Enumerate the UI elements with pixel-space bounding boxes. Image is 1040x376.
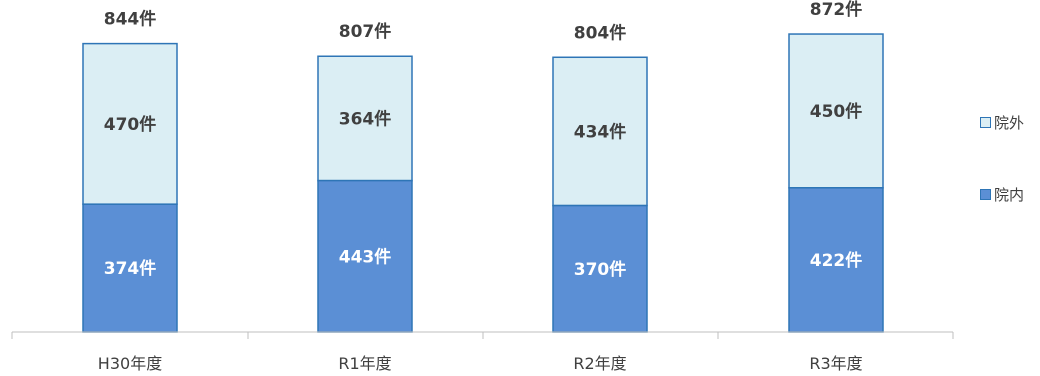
legend-swatch-inner bbox=[980, 189, 991, 200]
x-tick-label: R1年度 bbox=[338, 354, 391, 373]
legend-swatch-outer bbox=[980, 117, 991, 128]
data-label-outer: 364件 bbox=[339, 108, 392, 129]
x-tick-label: R3年度 bbox=[809, 354, 862, 373]
data-label-inner: 422件 bbox=[810, 250, 863, 271]
legend-label-inner: 院内 bbox=[994, 186, 1025, 204]
data-label-inner: 443件 bbox=[339, 246, 392, 267]
bar-segment-inner bbox=[82, 203, 178, 333]
legend-label-outer: 院外 bbox=[994, 114, 1025, 132]
data-label-outer: 450件 bbox=[810, 101, 863, 122]
bar-segment-outer bbox=[82, 42, 178, 205]
data-label-inner: 374件 bbox=[104, 258, 157, 279]
data-label-total: 872件 bbox=[810, 0, 863, 20]
bars-layer bbox=[82, 33, 884, 333]
x-tick-label: R2年度 bbox=[573, 354, 626, 373]
data-label-outer: 434件 bbox=[574, 121, 627, 142]
legend-item-outer: 院外 bbox=[980, 112, 1024, 133]
bar-segment-outer bbox=[552, 56, 648, 207]
bar-segment-inner bbox=[552, 204, 648, 333]
x-tick-label: H30年度 bbox=[98, 354, 162, 373]
labels-layer: 374件 470件 844件 H30年度 443件 364件 807件 R1年度 370件 434… bbox=[98, 0, 863, 373]
bar-segment-inner bbox=[788, 187, 884, 333]
data-label-outer: 470件 bbox=[104, 114, 157, 135]
legend-item-inner: 院内 bbox=[980, 184, 1024, 205]
data-label-inner: 370件 bbox=[574, 259, 627, 280]
bar-segment-inner bbox=[317, 179, 413, 333]
bar-segment-outer bbox=[317, 55, 413, 182]
data-label-total: 844件 bbox=[104, 9, 157, 30]
x-axis bbox=[11, 331, 954, 339]
data-label-total: 804件 bbox=[574, 22, 627, 43]
data-label-total: 807件 bbox=[339, 21, 392, 42]
